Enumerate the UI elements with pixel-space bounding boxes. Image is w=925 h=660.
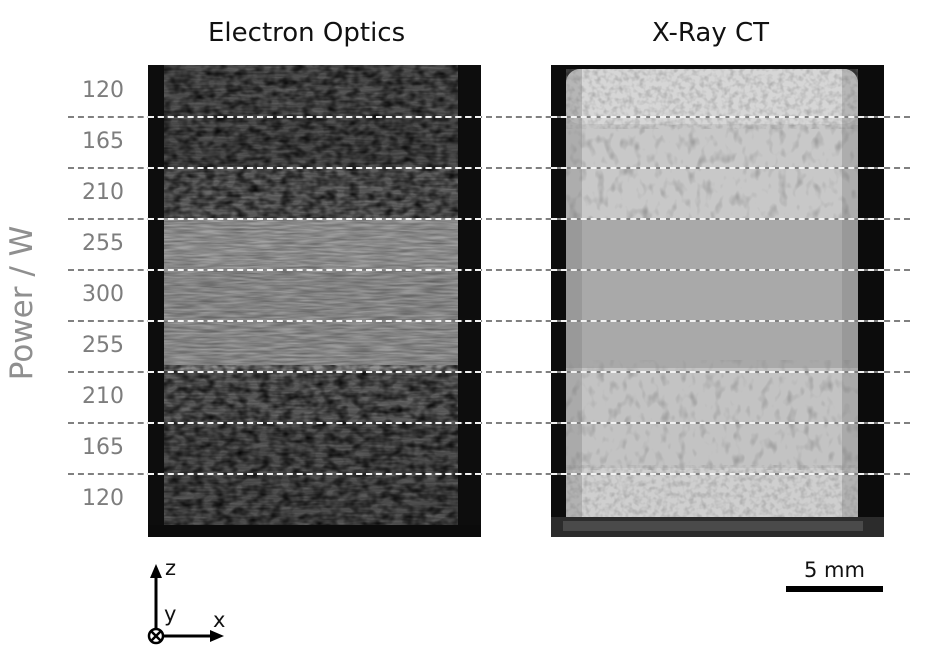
power-label: 165 xyxy=(82,435,124,460)
xray-ct-texture xyxy=(551,65,884,537)
power-label: 120 xyxy=(82,78,124,103)
electron-optics-image xyxy=(148,65,481,537)
axis-x-label: x xyxy=(213,608,226,632)
power-label: 120 xyxy=(82,486,124,511)
scale-bar-label: 5 mm xyxy=(804,558,865,582)
panel-title-electron-optics: Electron Optics xyxy=(208,18,406,48)
band-separator xyxy=(68,422,910,424)
band-separator xyxy=(68,371,910,373)
power-label: 255 xyxy=(82,231,124,256)
band-separator xyxy=(68,473,910,475)
scale-bar xyxy=(786,586,883,592)
electron-optics-texture xyxy=(148,65,481,537)
axis-y-label: y xyxy=(164,602,177,626)
band-separator xyxy=(68,116,910,118)
axes-arrows-icon xyxy=(147,564,224,645)
band-separator xyxy=(68,218,910,220)
power-label: 210 xyxy=(82,180,124,205)
axis-z-label: z xyxy=(165,556,177,580)
band-separator xyxy=(68,167,910,169)
power-label: 210 xyxy=(82,384,124,409)
power-label: 255 xyxy=(82,333,124,358)
y-axis-label: Power / W xyxy=(4,225,40,381)
band-separator xyxy=(68,320,910,322)
band-separator xyxy=(68,269,910,271)
power-label: 165 xyxy=(82,129,124,154)
axes-triad: z y x xyxy=(138,556,248,656)
xray-ct-image xyxy=(551,65,884,537)
panel-title-xray-ct: X-Ray CT xyxy=(652,18,770,48)
power-label: 300 xyxy=(82,282,124,307)
